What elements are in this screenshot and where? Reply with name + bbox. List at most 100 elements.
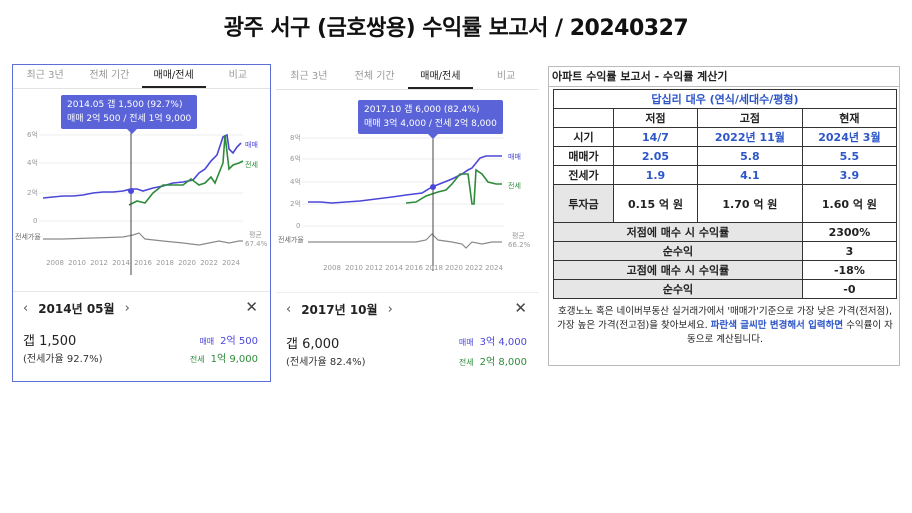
- cell-period-high[interactable]: 2022년 11월: [696, 127, 803, 147]
- x-tick-2024: 2024: [222, 259, 240, 267]
- result-label-low-return: 저점에 매수 시 수익률: [553, 222, 803, 242]
- cell-jeonse-current[interactable]: 3.9: [801, 165, 898, 185]
- x-tick-2016: 2016: [405, 264, 423, 272]
- cell-jeonse-high[interactable]: 4.1: [696, 165, 803, 185]
- detail-card: ‹ 2017년 10월 › ✕ 갭 6,000 (전세가율 82.4%) 매매 3…: [276, 292, 539, 371]
- x-tick-2020: 2020: [445, 264, 463, 272]
- x-tick-2018: 2018: [156, 259, 174, 267]
- detail-date: 2014년 05월: [38, 302, 115, 316]
- result-label-high-return: 고점에 매수 시 수익률: [553, 260, 803, 280]
- date-navigator: ‹ 2014년 05월 ›: [23, 300, 130, 317]
- legend-trade: 매매: [245, 141, 258, 149]
- price-chart[interactable]: 6억 4억 2억 0 전세가율 매매 전세 평균 67.4% 2008 2010…: [13, 65, 272, 291]
- x-tick-2018: 2018: [425, 264, 443, 272]
- cell-trade-low[interactable]: 2.05: [613, 146, 698, 166]
- tab-trade-jeonse[interactable]: 매매/전세: [407, 66, 474, 89]
- avg-value: 67.4%: [245, 240, 268, 248]
- ratio-axis-label: 전세가율: [278, 235, 304, 244]
- close-icon[interactable]: ✕: [245, 298, 258, 316]
- y-tick-2: 2억: [27, 189, 38, 197]
- avg-label: 평균: [512, 231, 525, 240]
- header-low: 저점: [613, 108, 698, 128]
- y-tick-2: 2억: [290, 200, 301, 208]
- trade-price: 매매 3억 4,000: [458, 337, 527, 348]
- cell-trade-current[interactable]: 5.5: [801, 146, 898, 166]
- x-tick-2016: 2016: [134, 259, 152, 267]
- cell-trade-high[interactable]: 5.8: [696, 146, 803, 166]
- tab-compare[interactable]: 비교: [496, 71, 516, 82]
- cell-period-low[interactable]: 14/7: [613, 127, 698, 147]
- calculator-title: 아파트 수익률 보고서 - 수익률 계산기: [549, 67, 899, 87]
- header-cell: [553, 108, 614, 128]
- detail-date: 2017년 10월: [301, 303, 378, 317]
- ratio-axis-label: 전세가율: [15, 232, 41, 241]
- ratio-line: [308, 233, 502, 249]
- x-tick-2010: 2010: [345, 264, 363, 272]
- cell-investment-low: 0.15 억 원: [613, 184, 698, 223]
- result-label-low-profit: 순수익: [553, 241, 803, 261]
- jeonse-price: 전세 2억 8,000: [458, 357, 527, 368]
- trade-line: [308, 155, 502, 204]
- jeonse-ratio: (전세가율 92.7%): [23, 354, 103, 365]
- tab-compare[interactable]: 비교: [228, 70, 248, 81]
- apartment-subtitle[interactable]: 답십리 대우 (연식/세대수/평형): [553, 89, 897, 109]
- tab-recent-3y[interactable]: 최근 3년: [26, 70, 64, 81]
- gap-value: 갭 1,500: [23, 334, 77, 349]
- cell-period-current[interactable]: 2024년 3월: [801, 127, 898, 147]
- tab-recent-3y[interactable]: 최근 3년: [290, 71, 328, 82]
- result-value-high-profit: -0: [801, 279, 898, 299]
- jeonse-price: 전세 1억 9,000: [189, 354, 258, 365]
- tab-all-period[interactable]: 전체 기간: [89, 70, 130, 81]
- gap-value: 갭 6,000: [286, 337, 340, 352]
- legend-jeonse: 전세: [508, 181, 521, 190]
- chevron-left-icon[interactable]: ‹: [23, 301, 29, 316]
- price-chart[interactable]: 8억 6억 4억 2억 0 전세가율 매매 전세 평균 66.2% 2008 2…: [276, 66, 539, 292]
- tooltip-line1: 2017.10 갭 6,000 (82.4%): [364, 105, 480, 115]
- result-label-high-profit: 순수익: [553, 279, 803, 299]
- result-value-low-return: 2300%: [801, 222, 898, 242]
- tooltip-line2: 매매 2억 500 / 전세 1억 9,000: [67, 114, 192, 124]
- detail-card: ‹ 2014년 05월 › ✕ 갭 1,500 (전세가율 92.7%) 매매 2…: [13, 291, 270, 383]
- x-tick-2014: 2014: [112, 259, 130, 267]
- y-tick-4: 4억: [27, 159, 38, 167]
- legend-jeonse: 전세: [245, 160, 258, 169]
- price-chart-panel-2014: 최근 3년 전체 기간 매매/전세 비교 6억 4억 2억 0 전세가율 매매 …: [12, 64, 271, 382]
- calculator-table: 답십리 대우 (연식/세대수/평형) 저점 고점 현재 시기 14/7 2022…: [553, 89, 898, 299]
- jeonse-line: [128, 134, 244, 206]
- result-value-low-profit: 3: [801, 241, 898, 261]
- return-calculator: 아파트 수익률 보고서 - 수익률 계산기 답십리 대우 (연식/세대수/평형)…: [548, 66, 900, 366]
- ratio-line: [43, 232, 243, 246]
- x-tick-2024: 2024: [485, 264, 503, 272]
- cell-investment-current: 1.60 억 원: [801, 184, 898, 223]
- x-tick-2020: 2020: [178, 259, 196, 267]
- y-tick-4: 4억: [290, 178, 301, 186]
- cell-jeonse-low[interactable]: 1.9: [613, 165, 698, 185]
- tab-all-period[interactable]: 전체 기간: [354, 71, 395, 82]
- row-label-trade: 매매가: [553, 146, 614, 166]
- tab-trade-jeonse[interactable]: 매매/전세: [141, 65, 206, 88]
- y-tick-8: 8억: [290, 134, 301, 142]
- chevron-left-icon[interactable]: ‹: [286, 302, 292, 317]
- instruction-note: 호갱노노 혹은 네이버부동산 실거래가에서 '매매가'기준으로 가장 낮은 가격…: [557, 306, 893, 345]
- trade-line: [42, 133, 242, 199]
- tooltip-line1: 2014.05 갭 1,500 (92.7%): [67, 100, 183, 110]
- chart-tooltip: 2017.10 갭 6,000 (82.4%) 매매 3억 4,000 / 전세…: [358, 100, 503, 139]
- x-tick-2008: 2008: [46, 259, 64, 267]
- tooltip-line2: 매매 3억 4,000 / 전세 2억 8,000: [364, 119, 497, 129]
- chevron-right-icon[interactable]: ›: [387, 302, 393, 317]
- chevron-right-icon[interactable]: ›: [124, 301, 130, 316]
- y-tick-6: 6억: [290, 155, 301, 163]
- result-value-high-return: -18%: [801, 260, 898, 280]
- chart-tooltip: 2014.05 갭 1,500 (92.7%) 매매 2억 500 / 전세 1…: [61, 95, 198, 134]
- chart-tabs: 최근 3년 전체 기간 매매/전세 비교: [13, 65, 270, 89]
- close-icon[interactable]: ✕: [514, 299, 527, 317]
- row-label-period: 시기: [553, 127, 614, 147]
- page-title: 광주 서구 (금호쌍용) 수익률 보고서 / 20240327: [223, 16, 689, 41]
- trade-price: 매매 2억 500: [199, 336, 258, 347]
- cursor-point: [430, 184, 436, 190]
- cursor-point: [128, 188, 134, 194]
- x-tick-2022: 2022: [200, 259, 218, 267]
- jeonse-ratio: (전세가율 82.4%): [286, 357, 366, 368]
- x-tick-2012: 2012: [90, 259, 108, 267]
- row-label-jeonse: 전세가: [553, 165, 614, 185]
